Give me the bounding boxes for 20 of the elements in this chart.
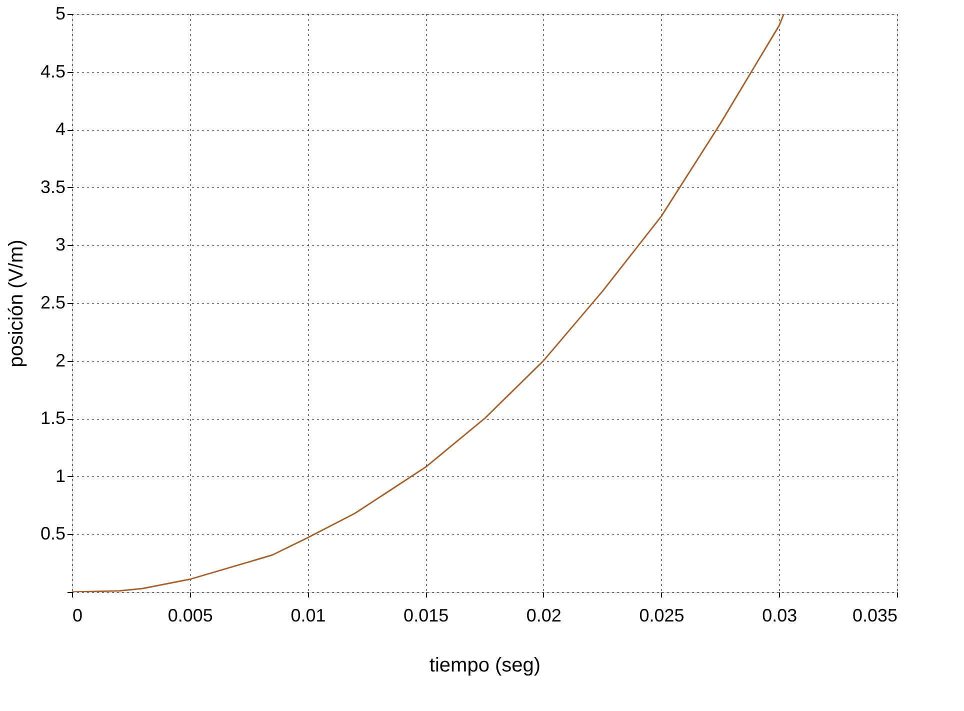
y-tick-label: 1.5 [40,408,66,428]
x-tick-label: 0.035 [852,606,898,626]
x-tick-label: 0.005 [168,606,213,626]
y-tick-label: 4.5 [40,61,66,82]
y-tick-label: 4 [55,119,66,140]
y-tick-label: 3 [55,234,66,255]
x-axis-title: tiempo (seg) [429,654,541,676]
y-tick-label: 2.5 [40,292,66,312]
x-tick-label: 0.03 [762,606,798,626]
y-tick-label: 3.5 [40,176,66,197]
y-tick-label: 2 [55,350,66,370]
y-tick-label: 5 [55,4,66,24]
y-tick-label: 0.5 [40,524,66,544]
x-tick-label: 0 [72,606,83,626]
x-tick-label: 0.01 [290,606,326,626]
x-tick-label: 0.025 [639,606,684,626]
x-tick-label: 0.015 [404,606,449,626]
y-axis-title: posición (V/m) [5,240,28,368]
x-tick-label: 0.02 [526,606,562,626]
y-tick-label: 1 [55,466,66,486]
